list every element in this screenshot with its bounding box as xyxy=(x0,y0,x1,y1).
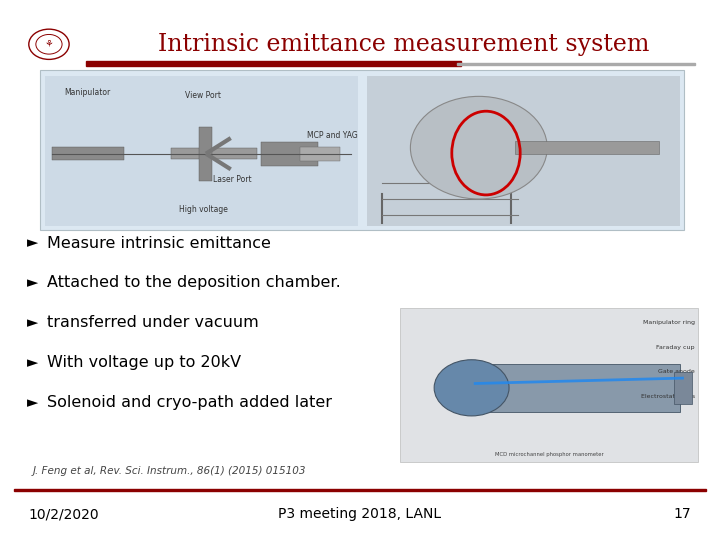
Text: ►: ► xyxy=(27,235,38,251)
Text: ⚘: ⚘ xyxy=(45,39,53,49)
Text: ►: ► xyxy=(27,315,38,330)
Bar xyxy=(367,76,680,226)
Text: 10/2/2020: 10/2/2020 xyxy=(29,507,99,521)
Bar xyxy=(14,489,706,491)
Text: View Port: View Port xyxy=(185,91,221,99)
Text: Faraday cup: Faraday cup xyxy=(657,345,695,350)
Text: MCP and YAG: MCP and YAG xyxy=(307,131,358,140)
Text: J. Feng et al, Rev. Sci. Instrum., 86(1) (2015) 015103: J. Feng et al, Rev. Sci. Instrum., 86(1)… xyxy=(32,466,306,476)
Text: Solenoid and cryo-path added later: Solenoid and cryo-path added later xyxy=(47,395,332,410)
Text: ►: ► xyxy=(27,395,38,410)
Text: Attached to the deposition chamber.: Attached to the deposition chamber. xyxy=(47,275,341,291)
Text: Manipulator ring: Manipulator ring xyxy=(643,320,695,325)
Bar xyxy=(400,308,698,462)
Bar xyxy=(261,142,318,166)
Text: ►: ► xyxy=(27,355,38,370)
Bar xyxy=(464,363,680,412)
Text: Intrinsic emittance measurement system: Intrinsic emittance measurement system xyxy=(158,33,649,56)
Text: Measure intrinsic emittance: Measure intrinsic emittance xyxy=(47,235,271,251)
Text: Electrostatic lens: Electrostatic lens xyxy=(641,394,695,399)
Text: transferred under vacuum: transferred under vacuum xyxy=(47,315,258,330)
Text: With voltage up to 20kV: With voltage up to 20kV xyxy=(47,355,241,370)
Bar xyxy=(171,148,257,159)
FancyBboxPatch shape xyxy=(40,70,684,230)
Bar xyxy=(199,127,212,181)
Bar xyxy=(457,63,695,65)
Text: Gate anode: Gate anode xyxy=(658,369,695,374)
Text: 17: 17 xyxy=(674,507,691,521)
Text: Laser Port: Laser Port xyxy=(212,174,251,184)
Text: MCD microchannel phosphor manometer: MCD microchannel phosphor manometer xyxy=(495,453,603,457)
Bar xyxy=(45,76,358,226)
Text: ►: ► xyxy=(27,275,38,291)
Text: P3 meeting 2018, LANL: P3 meeting 2018, LANL xyxy=(279,507,441,521)
Circle shape xyxy=(434,360,509,416)
Bar xyxy=(86,61,461,66)
Bar xyxy=(515,141,659,154)
Bar xyxy=(300,147,340,161)
Bar xyxy=(52,147,124,160)
Circle shape xyxy=(410,96,547,199)
Text: Manipulator: Manipulator xyxy=(65,87,111,97)
Bar xyxy=(674,372,692,404)
Text: High voltage: High voltage xyxy=(179,205,228,214)
